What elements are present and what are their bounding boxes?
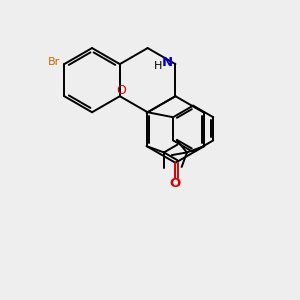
- Text: H: H: [153, 61, 162, 70]
- Text: Br: Br: [47, 57, 60, 67]
- Text: O: O: [116, 84, 126, 98]
- Text: O: O: [170, 177, 181, 190]
- Text: N: N: [162, 56, 173, 69]
